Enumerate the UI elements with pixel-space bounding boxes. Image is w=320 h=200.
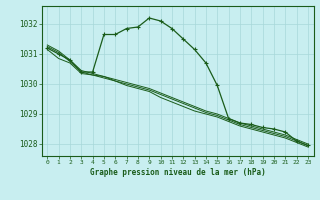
X-axis label: Graphe pression niveau de la mer (hPa): Graphe pression niveau de la mer (hPa) <box>90 168 266 177</box>
